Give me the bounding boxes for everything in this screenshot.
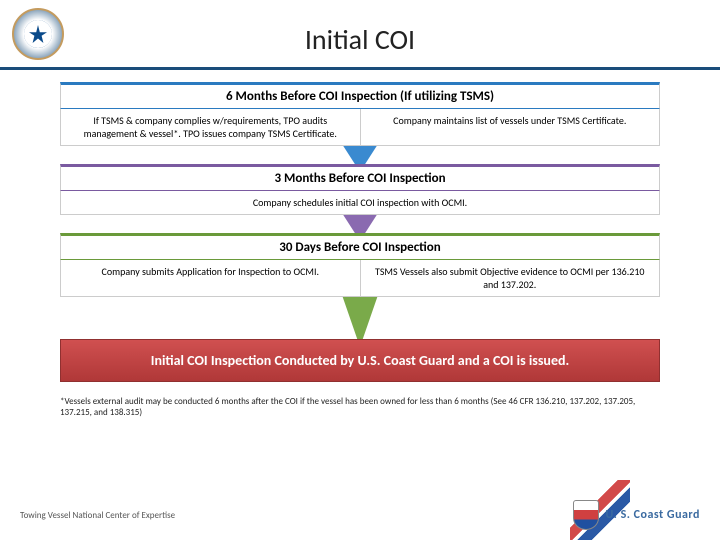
header: Initial COI — [0, 0, 720, 70]
page-title: Initial COI — [0, 0, 720, 57]
stage-cell: Company maintains list of vessels under … — [361, 109, 660, 145]
stage-title: 3 Months Before COI Inspection — [60, 164, 660, 191]
footnote: *Vessels external audit may be conducted… — [0, 382, 720, 418]
dhs-seal-icon — [12, 8, 64, 60]
stage-3-months: 3 Months Before COI Inspection Company s… — [60, 164, 660, 215]
stage-cell: Company submits Application for Inspecti… — [61, 260, 361, 296]
stage-body: Company submits Application for Inspecti… — [60, 260, 660, 297]
stage-cell: TSMS Vessels also submit Objective evide… — [361, 260, 660, 296]
coast-guard-text: U. S. Coast Guard — [605, 508, 700, 522]
stage-cell: Company schedules initial COI inspection… — [61, 191, 659, 214]
stage-6-months: 6 Months Before COI Inspection (If utili… — [60, 82, 660, 146]
stage-body: If TSMS & company complies w/requirement… — [60, 109, 660, 146]
stage-title: 6 Months Before COI Inspection (If utili… — [60, 82, 660, 109]
flowchart: 6 Months Before COI Inspection (If utili… — [0, 70, 720, 382]
footer-org: Towing Vessel National Center of Experti… — [20, 510, 175, 521]
stage-30-days: 30 Days Before COI Inspection Company su… — [60, 233, 660, 297]
footer-brand: U. S. Coast Guard — [573, 500, 700, 530]
stage-body: Company schedules initial COI inspection… — [60, 191, 660, 215]
stage-title: 30 Days Before COI Inspection — [60, 233, 660, 260]
footer: Towing Vessel National Center of Experti… — [0, 500, 720, 530]
final-stage: Initial COI Inspection Conducted by U.S.… — [60, 339, 660, 382]
coast-guard-shield-icon — [573, 500, 599, 530]
stage-cell: If TSMS & company complies w/requirement… — [61, 109, 361, 145]
